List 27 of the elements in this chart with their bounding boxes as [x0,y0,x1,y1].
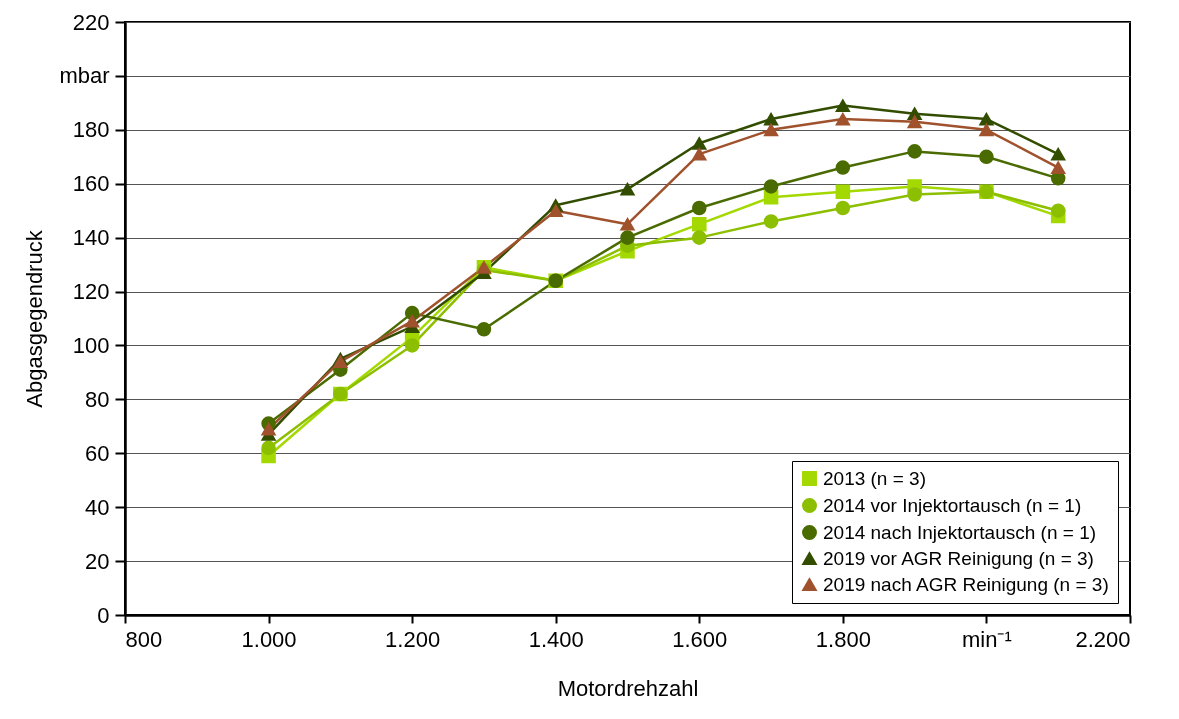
legend-label: 2014 vor Injektortausch (n = 1) [823,494,1082,516]
x-tick-label: 800 [125,626,163,652]
legend-label: 2014 nach Injektortausch (n = 1) [823,521,1097,543]
x-tick-label: 2.200 [1075,626,1131,652]
x-tick-label: 1.600 [672,626,728,652]
x-axis-title: Motordrehzahl [557,675,699,701]
y-axis-title: Abgasgegendruck [22,229,48,408]
legend-label: 2019 vor AGR Reinigung (n = 3) [823,547,1094,569]
y-tick-label: 0 [97,602,110,628]
x-tick-label: 1.800 [815,626,871,652]
y-tick-label: mbar [59,63,110,89]
x-tick-label: 1.200 [385,626,441,652]
legend-label: 2013 (n = 3) [823,467,926,489]
y-tick-label: 140 [72,225,110,251]
x-tick-label: min⁻¹ [962,626,1012,652]
y-tick-label: 80 [85,386,110,412]
y-tick-label: 160 [72,171,110,197]
y-tick-label: 40 [85,494,110,520]
legend-label: 2019 nach AGR Reinigung (n = 3) [823,573,1109,595]
y-tick-label: 120 [72,279,110,305]
x-tick-label: 1.400 [528,626,584,652]
y-tick-label: 180 [72,117,110,143]
y-tick-label: 100 [72,332,110,358]
y-tick-label: 220 [72,9,110,35]
x-tick-label: 1.000 [241,626,297,652]
y-tick-label: 60 [85,440,110,466]
y-tick-label: 20 [85,548,110,574]
